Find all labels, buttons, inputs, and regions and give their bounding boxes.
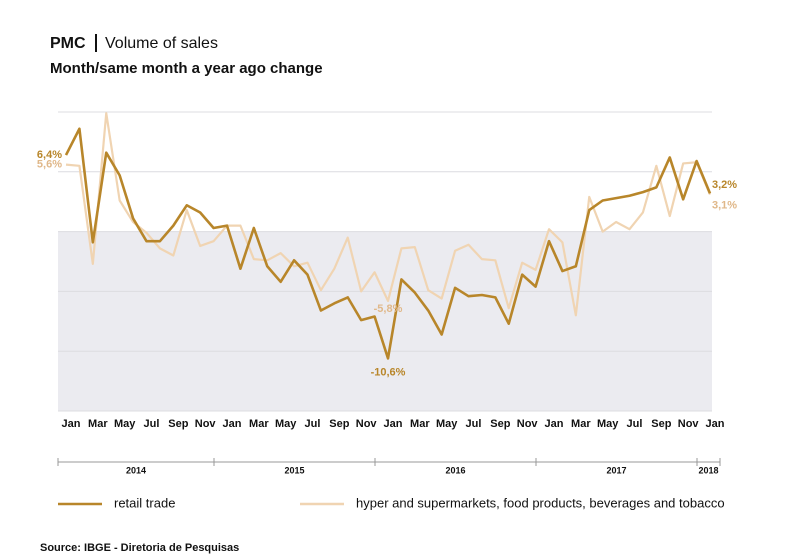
- year-label: 2018: [698, 465, 718, 475]
- x-tick-label: Nov: [678, 418, 700, 430]
- x-tick-label: May: [436, 418, 458, 430]
- x-tick-label: May: [275, 418, 297, 430]
- x-tick-label: Jul: [144, 418, 160, 430]
- x-tick-label: Jan: [706, 418, 725, 430]
- year-label: 2017: [606, 465, 626, 475]
- year-label: 2016: [445, 465, 465, 475]
- x-tick-label: Nov: [356, 418, 378, 430]
- source: Source: IBGE - Diretoria de Pesquisas: [40, 542, 239, 554]
- x-tick-label: Jan: [545, 418, 564, 430]
- x-tick-label: May: [597, 418, 619, 430]
- x-tick-label: Jan: [62, 418, 81, 430]
- series-line: [64, 127, 712, 360]
- data-label: -10,6%: [371, 366, 406, 378]
- x-tick-label: Sep: [168, 418, 188, 430]
- chart-title-suffix: Volume of sales: [105, 35, 218, 52]
- negative-area: [58, 231, 712, 411]
- data-label: 3,2%: [712, 179, 737, 191]
- legend-label: retail trade: [114, 495, 175, 510]
- x-tick-label: Mar: [88, 418, 108, 430]
- x-tick-label: Jul: [627, 418, 643, 430]
- x-tick-label: Mar: [571, 418, 591, 430]
- x-tick-label: Jan: [223, 418, 242, 430]
- x-tick-label: Jul: [305, 418, 321, 430]
- x-tick-label: Sep: [651, 418, 671, 430]
- chart-title: PMC: [50, 35, 86, 52]
- x-tick-label: Jul: [466, 418, 482, 430]
- x-tick-label: Sep: [329, 418, 349, 430]
- data-label: 5,6%: [37, 159, 62, 171]
- legend-label: hyper and supermarkets, food products, b…: [356, 495, 725, 510]
- x-tick-label: Mar: [410, 418, 430, 430]
- data-label: -5,8%: [374, 303, 403, 315]
- x-tick-label: Nov: [517, 418, 539, 430]
- x-tick-label: May: [114, 418, 136, 430]
- series-line: [65, 112, 712, 317]
- year-label: 2014: [126, 465, 146, 475]
- x-tick-label: Sep: [490, 418, 510, 430]
- chart-subtitle: Month/same month a year ago change: [50, 60, 323, 77]
- x-tick-label: Jan: [384, 418, 403, 430]
- x-tick-label: Nov: [195, 418, 217, 430]
- data-label: 6,4%: [37, 149, 62, 161]
- x-tick-label: Mar: [249, 418, 269, 430]
- year-label: 2015: [284, 465, 304, 475]
- data-label: 3,1%: [712, 199, 737, 211]
